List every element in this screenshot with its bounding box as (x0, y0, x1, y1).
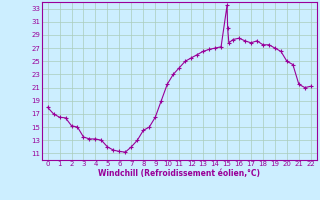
X-axis label: Windchill (Refroidissement éolien,°C): Windchill (Refroidissement éolien,°C) (98, 169, 260, 178)
